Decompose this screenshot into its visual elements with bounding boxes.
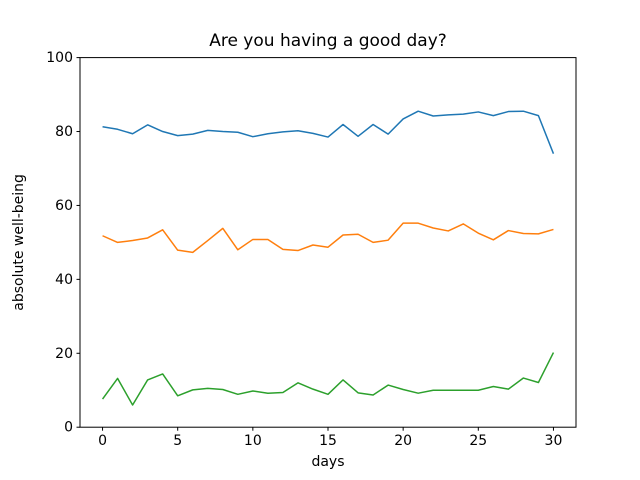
x-tick-label: 5 [173, 433, 182, 449]
series-lines [101, 110, 555, 406]
x-tick-label: 20 [394, 433, 412, 449]
x-tick-label: 30 [545, 433, 563, 449]
x-tick-label: 0 [98, 433, 107, 449]
y-tick-label: 20 [55, 346, 73, 362]
y-tick-label: 60 [55, 198, 73, 214]
y-axis-label: absolute well-being [11, 174, 27, 311]
x-tick-label: 15 [319, 433, 337, 449]
y-tick-label: 80 [55, 124, 73, 140]
y-tick-label: 100 [46, 50, 73, 66]
chart-title: Are you having a good day? [209, 31, 447, 51]
series-green-line [101, 352, 555, 406]
x-axis-ticks: 0 5 10 15 20 25 30 [98, 427, 562, 449]
series-blue-line [102, 110, 555, 154]
y-tick-label: 0 [64, 420, 73, 436]
x-tick-label: 10 [244, 433, 262, 449]
x-axis-label: days [311, 454, 344, 470]
x-tick-label: 25 [469, 433, 487, 449]
series-orange-line [102, 222, 554, 254]
plot-area [79, 57, 577, 428]
y-axis-ticks: 0 20 40 60 80 100 [46, 50, 80, 436]
y-tick-label: 40 [55, 272, 73, 288]
